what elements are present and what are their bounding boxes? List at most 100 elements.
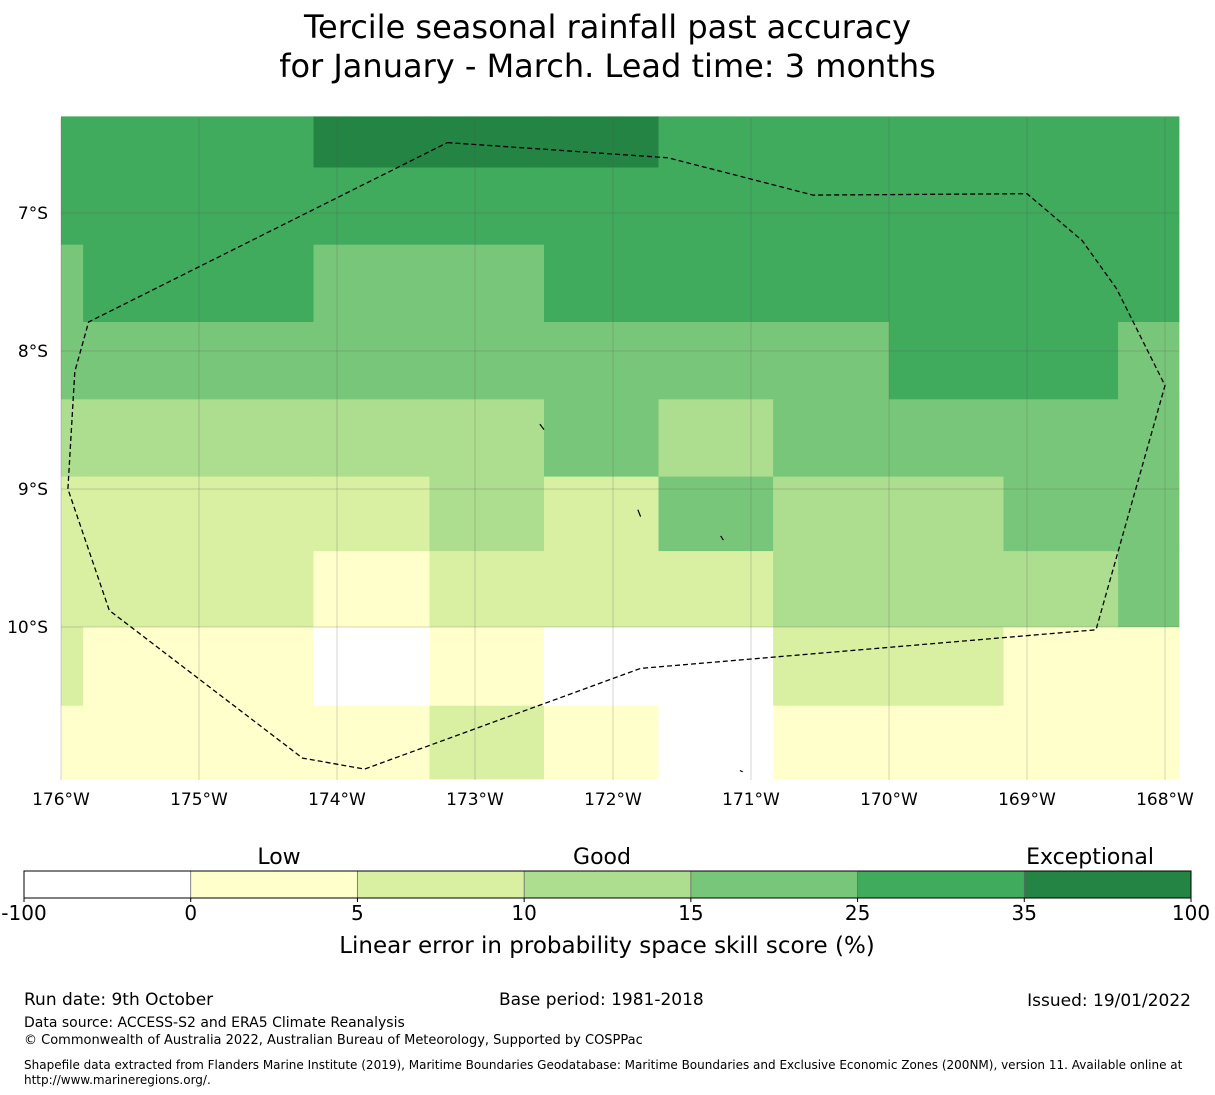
grid-cell [773,627,890,707]
grid-cell [1118,167,1180,246]
colorbar-segment [857,871,1025,898]
grid-cell [889,476,1005,552]
grid-cell [1118,322,1180,400]
shapefile-credit-line-2: http://www.marineregions.org/. [24,1073,211,1087]
grid-cell [773,244,890,323]
grid-cell [83,322,315,400]
grid-cell [658,476,774,552]
island-outline [637,509,642,517]
colorbar-segment [357,871,525,898]
grid-cell [61,322,84,400]
colorbar-tick-label: 25 [845,901,870,925]
grid-cell [889,322,1005,400]
grid-cell [1118,399,1180,478]
grid-cell [658,116,774,169]
lon-tick-label: 174°W [308,790,366,810]
grid-cell [1118,476,1180,552]
grid-cell [429,627,545,707]
lon-tick-label: 175°W [170,790,228,810]
grid-cell [889,167,1005,246]
colorbar-tick-label: 35 [1012,901,1037,925]
grid-cell [544,322,660,400]
grid-cell [658,399,774,478]
grid-cell [313,551,430,628]
grid-cell [61,551,84,628]
grid-cell [1118,627,1180,707]
colorbar-tick-label: -100 [1,901,46,925]
lon-tick-label: 170°W [860,790,918,810]
island-outline [720,535,724,541]
colorbar-segment [1024,871,1192,898]
grid-cell [773,167,890,246]
grid-cell [1003,322,1119,400]
grid-cell [83,627,315,707]
grid-cell [658,627,774,707]
grid-cell [889,627,1005,707]
grid-cell [61,399,84,478]
skill-grid [61,116,1180,780]
grid-cell [313,399,430,478]
grid-cell [313,322,430,400]
grid-cell [544,476,660,552]
grid-cell [773,476,890,552]
grid-cell [889,705,1005,780]
grid-cell [1003,399,1119,478]
grid-cell [1003,476,1119,552]
shapefile-credit-line-1: Shapefile data extracted from Flanders M… [24,1058,1183,1072]
lat-tick-label: 9°S [18,480,48,500]
colorbar-frame [23,870,1192,899]
grid-cell [1118,551,1180,628]
grid-cell [544,627,660,707]
colorbar-tick-label: 15 [678,901,703,925]
lon-tick-label: 171°W [722,790,780,810]
data-source: Data source: ACCESS-S2 and ERA5 Climate … [24,1015,405,1031]
chart-title-line-2: for January - March. Lead time: 3 months [279,47,936,85]
base-period: Base period: 1981-2018 [499,990,704,1010]
grid-cell [83,476,315,552]
grid-cell [889,244,1005,323]
lat-tick-label: 7°S [18,204,48,224]
grid-cell [773,705,890,780]
grid-cell [61,476,84,552]
grid-cell [429,244,545,323]
lat-tick-label: 8°S [18,342,48,362]
grid-cell [544,244,660,323]
colorbar-tick-label: 100 [1172,901,1210,925]
graticule [60,118,1179,780]
islands [539,423,743,773]
grid-cell [773,399,890,478]
grid-cell [313,705,430,780]
colorbar-tick-label: 5 [351,901,364,925]
grid-cell [313,476,430,552]
grid-cell [658,167,774,246]
grid-cell [429,167,545,246]
grid-cell [313,116,430,169]
eez-boundary [67,141,1166,770]
colorbar-tick-label: 0 [184,901,197,925]
grid-cell [83,244,315,323]
grid-cell [658,705,774,780]
colorbar-segment [690,871,859,898]
grid-cell [429,551,545,628]
lon-tick-label: 173°W [446,790,504,810]
colorbar-category-label: Exceptional [1026,845,1154,870]
grid-cell [83,167,315,246]
grid-cell [544,399,660,478]
grid-cell [1003,116,1119,169]
grid-cell [773,116,890,169]
grid-cell [544,116,660,169]
grid-cell [429,322,545,400]
grid-cell [1003,551,1119,628]
issued-date: Issued: 19/01/2022 [1027,991,1191,1011]
grid-cell [429,476,545,552]
grid-cell [773,551,890,628]
colorbar-segment [24,871,192,898]
grid-cell [889,551,1005,628]
grid-cell [61,167,84,246]
grid-cell [429,705,545,780]
grid-cell [61,116,84,169]
grid-cell [889,399,1005,478]
grid-cell [83,399,315,478]
chart-title-line-1: Tercile seasonal rainfall past accuracy [303,8,912,46]
